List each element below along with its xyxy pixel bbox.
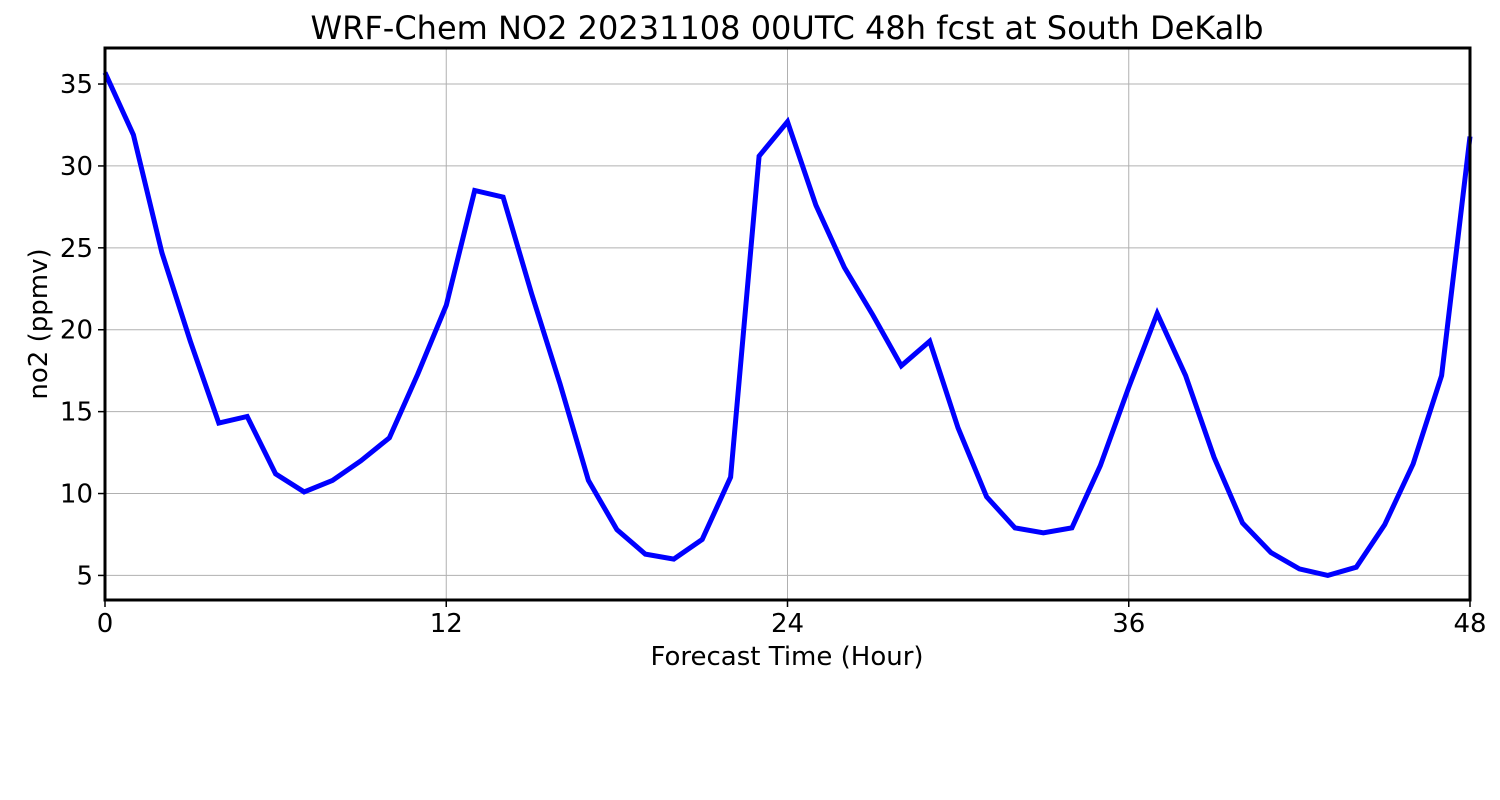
y-tick-label: 5 — [76, 561, 93, 591]
x-tick-label: 12 — [430, 609, 463, 639]
x-tick-label: 36 — [1112, 609, 1145, 639]
y-tick-label: 20 — [60, 316, 93, 346]
x-tick-label: 0 — [97, 609, 114, 639]
y-tick-label: 25 — [60, 234, 93, 264]
grid — [104, 48, 1471, 600]
x-axis-label: Forecast Time (Hour) — [650, 642, 923, 672]
y-tick-label: 35 — [60, 70, 93, 100]
y-axis-label: no2 (ppmv) — [24, 248, 54, 399]
series-group — [102, 71, 1473, 578]
x-tick-label: 48 — [1453, 609, 1486, 639]
y-tick-label: 15 — [60, 398, 93, 428]
x-axis: 0 12 24 36 48 — [97, 600, 1487, 639]
chart-title: WRF-Chem NO2 20231108 00UTC 48h fcst at … — [311, 9, 1264, 47]
x-tick-label: 24 — [771, 609, 804, 639]
y-tick-label: 10 — [60, 480, 93, 510]
series-line — [102, 71, 1473, 578]
y-tick-label: 30 — [60, 152, 93, 182]
y-axis: 5 10 15 20 25 30 35 — [60, 70, 105, 591]
